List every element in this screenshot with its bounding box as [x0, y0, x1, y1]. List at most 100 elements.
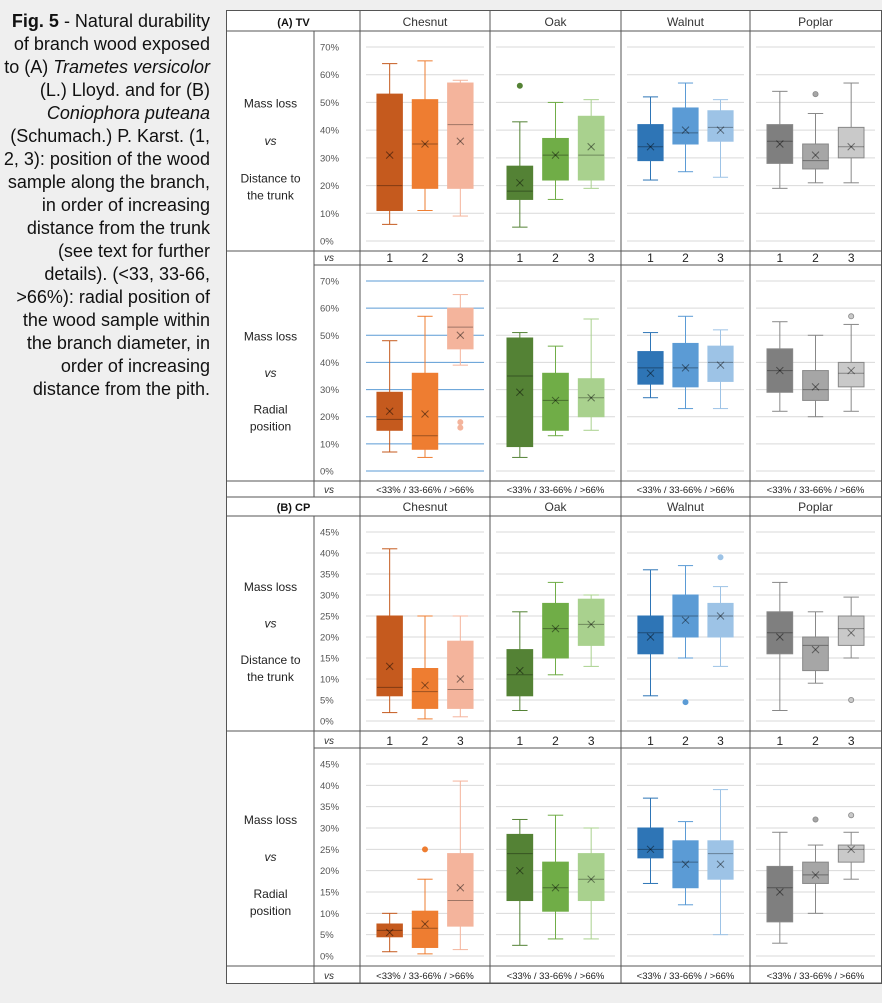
y-tick-label: 0% — [320, 952, 334, 963]
mean-marker — [456, 675, 465, 683]
box-iqr — [506, 833, 534, 902]
box-iqr — [376, 923, 403, 938]
mean-marker — [421, 410, 429, 418]
box-iqr — [542, 861, 569, 912]
mean-marker — [811, 871, 820, 879]
mean-marker — [421, 410, 429, 418]
mean-marker — [385, 928, 394, 937]
mean-marker — [385, 151, 394, 159]
x-tick-label: 2 — [422, 734, 429, 748]
y-axis-title-line: Mass loss — [244, 813, 297, 827]
box-poplar-1 — [766, 831, 794, 944]
box-chesnut-2 — [411, 60, 439, 212]
species-header-poplar: Poplar — [798, 500, 833, 514]
box-iqr — [411, 668, 439, 709]
y-tick-label: 0% — [320, 237, 334, 248]
box-iqr — [672, 342, 699, 388]
y-axis-title-line: position — [250, 904, 291, 918]
mean-marker — [646, 633, 655, 641]
vs-label: vs — [324, 485, 334, 496]
mean-marker — [551, 396, 560, 405]
outlier-point — [457, 424, 464, 431]
mean-marker — [587, 875, 596, 884]
box-iqr — [766, 124, 794, 164]
y-axis-title-line: vs — [265, 366, 277, 380]
box-walnut-2 — [672, 82, 699, 173]
y-axis-title-line: Distance to — [240, 171, 300, 185]
box-oak-1 — [506, 818, 534, 946]
x-tick-label: 3 — [588, 251, 595, 265]
y-axis-title-line: the trunk — [247, 188, 295, 202]
x-tick-label-radial: <33% / 33-66% / >66% — [376, 485, 474, 496]
vs-label: vs — [324, 253, 334, 264]
mean-marker — [775, 140, 784, 148]
box-iqr — [637, 827, 664, 859]
box-walnut-2 — [672, 565, 699, 706]
y-tick-label: 35% — [320, 570, 340, 581]
y-tick-label: 10% — [320, 209, 340, 220]
y-axis-title-line: Mass loss — [244, 97, 297, 111]
mean-marker — [421, 920, 429, 928]
mean-marker — [515, 666, 524, 675]
x-tick-label-radial: <33% / 33-66% / >66% — [767, 971, 865, 982]
mean-marker — [587, 393, 596, 402]
x-tick-label: 2 — [812, 734, 819, 748]
box-iqr — [837, 615, 865, 646]
y-tick-label: 5% — [320, 930, 334, 941]
mean-marker — [385, 407, 394, 416]
box-walnut-3 — [707, 554, 734, 667]
mean-marker — [456, 675, 465, 683]
box-plot-grid: (A) TV Chesnut Oak Walnut Poplar (B) CP Chesnu… — [227, 11, 881, 984]
y-tick-label: 70% — [320, 277, 340, 288]
box-walnut-3 — [707, 99, 734, 178]
box-iqr — [837, 361, 865, 388]
box-iqr — [637, 615, 664, 655]
box-iqr — [376, 93, 403, 212]
x-tick-label: 1 — [516, 251, 523, 265]
species-header-oak: Oak — [544, 500, 567, 514]
outlier-point — [848, 313, 855, 320]
y-tick-label: 40% — [320, 358, 340, 369]
box-walnut-1 — [637, 96, 664, 181]
caption-text-1: Trametes versicolor — [53, 57, 210, 77]
species-header-walnut: Walnut — [667, 15, 705, 29]
y-tick-label: 30% — [320, 824, 340, 835]
y-axis-title-line: position — [250, 420, 291, 434]
box-walnut-2 — [672, 315, 699, 410]
box-oak-1 — [506, 332, 534, 458]
x-tick-label: 1 — [647, 734, 654, 748]
species-header-poplar: Poplar — [798, 15, 833, 29]
mean-marker — [716, 126, 725, 134]
y-tick-label: 30% — [320, 385, 340, 396]
box-iqr — [637, 351, 664, 385]
box-iqr — [411, 910, 439, 948]
x-tick-label: 1 — [516, 734, 523, 748]
y-tick-label: 30% — [320, 153, 340, 164]
box-iqr — [577, 598, 605, 646]
mean-marker — [811, 383, 820, 391]
caption-text-0: - Natural durability of branch wood expo… — [4, 11, 210, 77]
y-axis-title-line: vs — [265, 617, 277, 631]
box-iqr — [802, 636, 829, 672]
box-oak-3 — [577, 594, 605, 667]
y-axis-title-line: Radial — [253, 403, 287, 417]
mean-marker — [421, 920, 429, 928]
outlier-point — [848, 812, 855, 819]
box-iqr — [542, 137, 569, 181]
box-chesnut-1 — [376, 63, 403, 225]
box-iqr — [802, 143, 829, 170]
x-tick-label: 1 — [776, 734, 783, 748]
box-iqr — [802, 370, 829, 401]
figure-panel: (A) TV Chesnut Oak Walnut Poplar (B) CP Chesnu… — [226, 10, 882, 984]
x-tick-label: 2 — [422, 251, 429, 265]
y-tick-label: 60% — [320, 304, 340, 315]
box-iqr — [447, 853, 474, 927]
x-tick-label: 1 — [647, 251, 654, 265]
mean-marker — [385, 151, 394, 159]
x-tick-label: 1 — [386, 734, 393, 748]
outlier-point — [848, 697, 855, 704]
box-oak-3 — [577, 827, 605, 940]
mean-marker — [587, 393, 596, 402]
outlier-point — [812, 816, 819, 823]
mean-marker — [515, 666, 524, 675]
